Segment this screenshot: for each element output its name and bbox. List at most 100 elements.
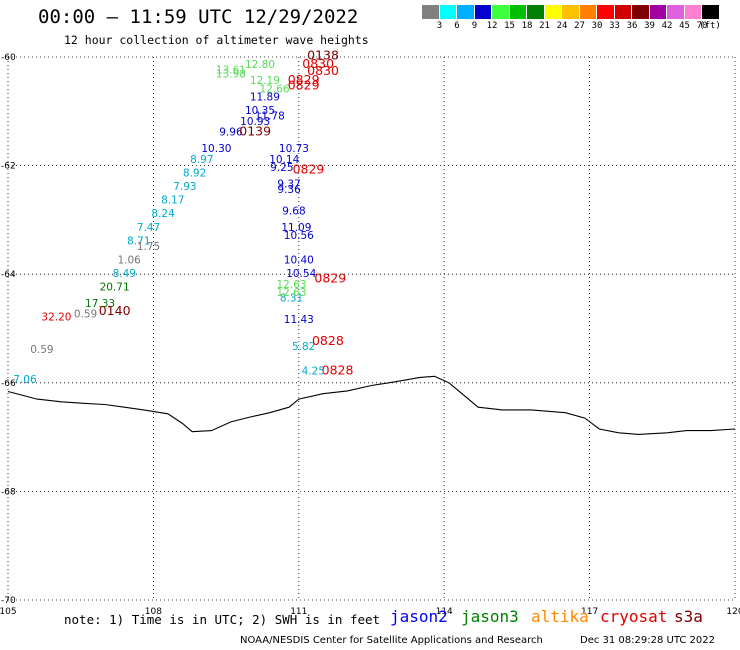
footer-note: note: 1) Time is in UTC; 2) SWH is in fe… — [64, 612, 381, 627]
y-tick-label: -62 — [1, 162, 16, 172]
data-label-jason2: 9.37 — [277, 178, 300, 190]
color-scale-label: 21 — [539, 21, 550, 31]
data-label-jason2: 9.36 — [277, 184, 301, 196]
color-swatch — [597, 5, 615, 19]
color-scale-label: 36 — [626, 21, 638, 31]
color-scale-label: 15 — [504, 21, 515, 31]
data-label-cryosat: 0829 — [314, 270, 346, 285]
color-scale-label: 39 — [644, 21, 655, 31]
color-scale-label: 70 — [696, 21, 708, 31]
data-label-jason2: 10.73 — [279, 143, 309, 155]
color-scale-label: 24 — [556, 21, 568, 31]
color-scale-label: (ft) — [699, 21, 721, 31]
x-tick-label: 117 — [581, 607, 598, 617]
data-label-other-cyan: 8.24 — [151, 208, 175, 220]
data-label-other-cyan: 5.82 — [292, 341, 315, 353]
legend-s3a: s3a — [674, 607, 703, 626]
data-label-jason2: 9.25 — [270, 162, 293, 174]
color-swatch — [562, 5, 580, 19]
data-label-cryosat: 0830 — [307, 63, 339, 78]
data-label-jason3: 20.71 — [100, 281, 130, 293]
x-tick-label: 108 — [145, 607, 162, 617]
x-tick-label: 120 — [726, 607, 740, 617]
color-swatch — [544, 5, 562, 19]
data-label-other-gray: 1.75 — [137, 241, 160, 253]
data-label-jason2: 10.14 — [269, 154, 299, 166]
coastline-path — [7, 375, 736, 435]
color-scale-label: 42 — [661, 21, 673, 31]
legend-jason2: jason2 — [390, 607, 448, 626]
data-label-cryosat: 0828 — [322, 363, 354, 378]
data-label-cryosat: 0830 — [302, 56, 334, 71]
color-swatch — [474, 5, 492, 19]
color-swatch — [439, 5, 457, 19]
x-tick-label: 105 — [0, 607, 17, 617]
color-swatch — [457, 5, 475, 19]
legend-altika: altika — [531, 607, 589, 626]
data-label-other-cyan: 8.49 — [113, 268, 136, 280]
color-scale-label: 12 — [486, 21, 498, 31]
y-tick-label: -60 — [1, 53, 16, 63]
data-label-jason2: 10.35 — [245, 105, 275, 117]
data-label-jason3: 17.33 — [85, 298, 115, 310]
data-label-other-light-green: 12.66 — [260, 83, 290, 95]
data-label-other-light-green: 12.80 — [245, 59, 275, 71]
color-scale-label: 30 — [591, 21, 603, 31]
data-label-other-cyan: 7.06 — [13, 374, 37, 386]
chart-title: 00:00 – 11:59 UTC 12/29/2022 — [38, 6, 359, 28]
data-label-s3a: 0139 — [239, 124, 271, 139]
y-tick-label: -70 — [1, 596, 16, 606]
chart-subtitle: 12 hour collection of altimeter wave hei… — [64, 33, 369, 47]
data-label-jason2: 10.93 — [240, 116, 270, 128]
color-scale-bar — [422, 5, 720, 19]
data-label-other-light-green: 12.63 — [276, 279, 306, 291]
data-label-other-cyan: 8.97 — [190, 154, 213, 166]
color-scale-label: 27 — [574, 21, 585, 31]
data-label-other-light-green: 12.63 — [276, 287, 306, 299]
data-label-other-cyan: 4.25 — [302, 366, 325, 378]
data-label-jason2: 9.68 — [282, 205, 305, 217]
grid-lines — [7, 56, 736, 601]
data-label-other-cyan: 8.17 — [161, 195, 184, 207]
color-scale-label: 6 — [454, 21, 460, 31]
data-label-other-gray: 1.06 — [117, 254, 141, 266]
data-label-other-cyan: 8.92 — [183, 167, 206, 179]
x-tick-label: 111 — [290, 607, 307, 617]
data-label-s3a: 0140 — [99, 303, 131, 318]
generated-timestamp: Dec 31 08:29:28 UTC 2022 — [580, 635, 715, 646]
color-scale-labels: 3 6 9 12 15 18 21 24 27 30 33 36 39 42 45 70 (ft) — [422, 21, 740, 33]
data-label-other-cyan: 7.47 — [137, 222, 160, 234]
color-swatch — [509, 5, 527, 19]
data-label-jason2: 11.09 — [281, 222, 311, 234]
data-label-other-cyan: 8.71 — [127, 235, 150, 247]
color-scale-label: 45 — [679, 21, 690, 31]
data-label-jason2: 10.56 — [284, 230, 314, 242]
credit-text: NOAA/NESDIS Center for Satellite Applica… — [240, 635, 543, 646]
data-label-other-gray: 0.59 — [30, 344, 53, 356]
color-scale-label: 33 — [609, 21, 620, 31]
color-swatch — [667, 5, 685, 19]
data-label-other-light-green: 13.61 — [216, 64, 246, 76]
data-label-jason2: 10.54 — [286, 268, 316, 280]
color-scale-label: 18 — [521, 21, 533, 31]
coastline — [7, 375, 736, 435]
data-label-cryosat: 0828 — [312, 333, 344, 348]
legend-jason3: jason3 — [461, 607, 519, 626]
data-label-other-light-green: 12.19 — [250, 75, 280, 87]
color-swatch — [492, 5, 510, 19]
data-label-jason2: 9.96 — [219, 127, 243, 139]
color-scale-label: 3 — [436, 21, 443, 31]
data-label-jason2: 11.78 — [255, 110, 285, 122]
color-swatch — [422, 5, 440, 19]
data-label-cryosat: 0829 — [288, 72, 320, 87]
color-swatch — [684, 5, 702, 19]
color-swatch — [579, 5, 597, 19]
data-label-jason2: 10.40 — [284, 254, 314, 266]
data-label-jason2: 11.89 — [250, 91, 280, 103]
color-scale-label: 9 — [471, 21, 478, 31]
color-swatch — [527, 5, 545, 19]
data-label-other-gray: 0.59 — [74, 309, 97, 321]
